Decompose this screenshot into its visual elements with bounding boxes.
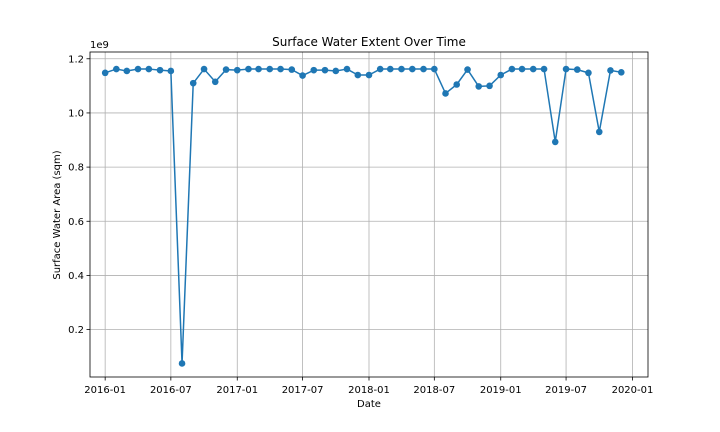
data-point <box>497 71 505 79</box>
data-point <box>277 65 284 73</box>
x-tick-label: 2020-01 <box>612 385 654 396</box>
grid <box>90 52 648 377</box>
data-series <box>101 65 625 367</box>
data-point <box>113 65 120 73</box>
data-point <box>101 69 109 77</box>
data-point <box>617 69 625 76</box>
x-tick-label: 2019-01 <box>480 385 522 396</box>
data-point <box>595 128 603 136</box>
data-point <box>431 65 438 73</box>
data-point <box>145 65 153 73</box>
x-tick-label: 2018-01 <box>348 385 390 396</box>
x-tick-label: 2019-07 <box>545 385 587 396</box>
data-point <box>332 67 340 75</box>
data-point <box>310 66 318 74</box>
data-point <box>585 69 592 77</box>
y-tick-label: 0.2 <box>68 325 84 336</box>
chart-title: Surface Water Extent Over Time <box>272 35 466 49</box>
y-axis-label: Surface Water Area (sqm) <box>52 150 63 279</box>
data-point <box>573 66 581 73</box>
data-point <box>464 66 471 73</box>
data-point <box>288 66 296 73</box>
data-point <box>354 71 362 79</box>
data-point <box>178 360 186 367</box>
x-tick-label: 2016-01 <box>84 385 126 396</box>
x-tick-label: 2017-01 <box>216 385 258 396</box>
data-point <box>255 65 262 73</box>
data-point <box>123 67 131 75</box>
data-point <box>376 65 384 73</box>
data-point <box>156 66 164 74</box>
x-axis-label: Date <box>357 399 381 410</box>
x-tick-label: 2018-07 <box>413 385 455 396</box>
data-point <box>365 71 373 79</box>
data-point <box>266 65 274 73</box>
y-axis-multiplier: 1e9 <box>90 40 109 51</box>
y-tick-label: 0.8 <box>68 163 84 174</box>
data-point <box>189 79 197 87</box>
data-point <box>222 66 230 73</box>
data-point <box>134 65 142 73</box>
y-tick-label: 0.4 <box>68 271 84 282</box>
data-point <box>529 65 537 73</box>
data-point <box>398 65 405 73</box>
data-point <box>540 65 548 73</box>
x-tick-label: 2016-07 <box>150 385 192 396</box>
data-point <box>167 67 175 75</box>
data-point <box>409 65 416 73</box>
data-point <box>508 65 516 73</box>
data-point <box>486 82 493 90</box>
data-point <box>607 67 614 74</box>
data-point <box>442 90 449 97</box>
data-point <box>233 66 241 74</box>
data-point <box>299 72 306 79</box>
data-point <box>562 65 570 73</box>
data-point <box>420 65 427 73</box>
y-tick-label: 1.0 <box>68 108 84 119</box>
data-point <box>343 65 351 73</box>
data-point <box>211 78 219 86</box>
axis-ticks: 2016-01 2016-07 2017-01 2017-07 2018-01 2018-… <box>68 54 653 396</box>
data-point <box>321 66 329 74</box>
data-point <box>386 65 394 73</box>
y-tick-label: 0.6 <box>68 217 84 228</box>
plot-frame <box>89 51 649 378</box>
data-point <box>551 138 559 146</box>
data-point <box>245 65 252 73</box>
data-point <box>453 81 461 88</box>
data-point <box>200 65 208 73</box>
x-tick-label: 2017-07 <box>282 385 324 396</box>
data-point <box>518 65 526 73</box>
data-point <box>475 83 483 90</box>
y-tick-label: 1.2 <box>68 54 84 65</box>
